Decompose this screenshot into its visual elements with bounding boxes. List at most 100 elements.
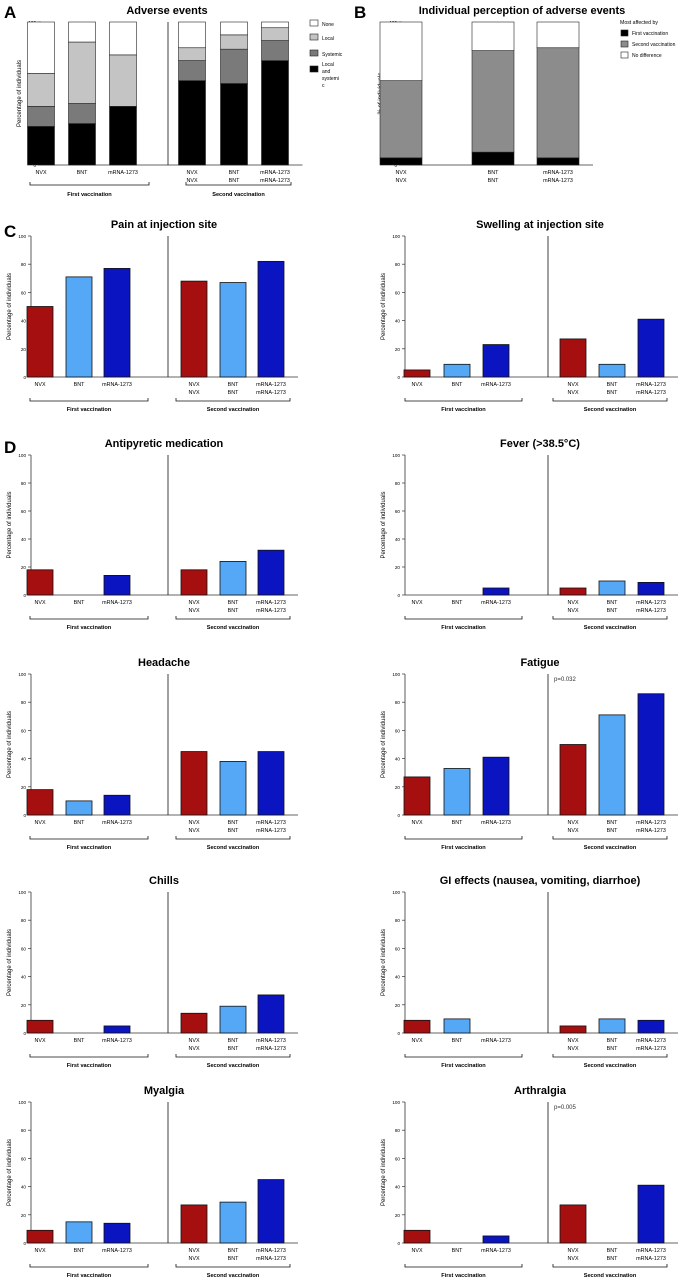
group-label: First vaccination	[441, 1273, 486, 1279]
group-label: First vaccination	[441, 625, 486, 631]
y-tick-label: 0	[23, 1241, 26, 1246]
bar	[443, 363, 471, 378]
x-tick-label: BNT	[228, 1248, 239, 1254]
y-tick-label: 20	[21, 347, 27, 352]
group-bracket	[404, 1264, 523, 1268]
stacked-bar-segment	[109, 21, 137, 56]
group-bracket	[185, 182, 292, 186]
x-tick-label: BNT	[74, 820, 85, 826]
chart-b: Individual perception of adverse events 0…	[378, 5, 676, 184]
stacked-bar-segment	[178, 80, 206, 166]
group-bracket	[552, 1054, 668, 1058]
y-tick-label: 20	[21, 565, 27, 570]
bar	[559, 744, 587, 816]
x-tick-label: BNT	[229, 170, 240, 176]
x-tick-label: NVX	[188, 390, 199, 396]
y-tick-label: 80	[21, 700, 27, 705]
y-tick-label: 80	[395, 700, 401, 705]
y-tick-label: 40	[395, 975, 401, 980]
y-axis-label: Percentage of individuals	[381, 491, 387, 558]
group-label: Second vaccination	[584, 625, 637, 631]
group-bracket	[175, 616, 291, 620]
x-tick-label: BNT	[607, 382, 618, 388]
x-tick-label: BNT	[452, 820, 463, 826]
group-label: Second vaccination	[584, 845, 637, 851]
legend-label: systemi	[322, 76, 339, 82]
x-tick-label: NVX	[411, 382, 422, 388]
x-tick-label: NVX	[188, 1256, 199, 1262]
bar	[103, 1222, 131, 1244]
x-tick-label: NVX	[188, 1248, 199, 1254]
y-tick-label: 80	[21, 1128, 27, 1133]
legend-label: Second vaccination	[632, 42, 676, 48]
y-tick-label: 60	[21, 290, 27, 295]
bar	[598, 714, 626, 816]
chart-a: Adverse events020406080100Percentage of …	[17, 5, 343, 198]
x-tick-label: NVX	[34, 600, 45, 606]
bar	[403, 1019, 431, 1034]
y-tick-label: 100	[392, 890, 400, 895]
legend-label: Local	[322, 62, 334, 68]
y-axis-label: Percentage of individuals	[381, 273, 387, 340]
bar	[103, 1025, 131, 1034]
stacked-bar-segment	[220, 34, 248, 50]
charts-layer: Adverse events 0 20 40 60 80 100 Percentage of …	[7, 5, 678, 1279]
chart-d7: Myalgia 0 20 40 60 80 100 Percentage of individ…	[7, 1085, 298, 1279]
y-tick-label: 0	[23, 593, 26, 598]
y-tick-label: 80	[21, 481, 27, 486]
bar	[26, 1229, 54, 1244]
x-tick-label: BNT	[452, 1038, 463, 1044]
group-bracket	[552, 1264, 668, 1268]
legend-swatch	[309, 65, 319, 73]
stacked-bar-segment	[220, 48, 248, 84]
y-tick-label: 0	[23, 813, 26, 818]
x-tick-label: NVX	[411, 1248, 422, 1254]
y-tick-label: 20	[395, 1213, 401, 1218]
x-tick-label: BNT	[607, 1038, 618, 1044]
group-label: Second vaccination	[207, 845, 260, 851]
y-tick-label: 80	[21, 262, 27, 267]
chart-c2: Swelling at injection site 0 20 40 60 80 100 Pe…	[381, 219, 678, 413]
bar	[65, 276, 93, 378]
panel-letter-d: D	[4, 438, 16, 457]
legend-swatch	[309, 33, 319, 41]
y-tick-label: 100	[392, 672, 400, 677]
bar	[559, 1025, 587, 1034]
group-label: Second vaccination	[207, 1273, 260, 1279]
y-tick-label: 20	[21, 1213, 27, 1218]
y-tick-label: 0	[23, 1031, 26, 1036]
y-tick-label: 40	[395, 757, 401, 762]
stacked-bar-segment	[27, 126, 55, 166]
bar	[598, 363, 626, 378]
x-tick-label: mRNA-1273	[636, 382, 666, 388]
y-tick-label: 100	[392, 1100, 400, 1105]
y-axis-label: Percentage of individuals	[7, 1139, 13, 1206]
legend-label: c	[322, 83, 325, 89]
stacked-bar-segment	[178, 47, 206, 61]
group-label: First vaccination	[67, 192, 112, 198]
x-tick-label: mRNA-1273	[481, 382, 511, 388]
chart-title: Fever (>38.5°C)	[500, 438, 580, 450]
y-tick-label: 0	[397, 813, 400, 818]
chart-title: Headache	[138, 657, 190, 669]
y-tick-label: 0	[394, 163, 397, 168]
stacked-bar-segment	[109, 106, 137, 166]
bar	[559, 338, 587, 378]
stacked-bar-segment	[68, 21, 96, 43]
x-tick-label: BNT	[74, 600, 85, 606]
x-tick-label: mRNA-1273	[256, 1046, 286, 1052]
bar	[443, 768, 471, 816]
stacked-bar-segment	[261, 21, 289, 29]
stacked-bar-segment	[471, 151, 515, 166]
group-label: First vaccination	[67, 1273, 112, 1279]
x-tick-label: mRNA-1273	[543, 178, 573, 184]
chart-d1: Antipyretic medication 0 20 40 60 80 100 Percen…	[7, 438, 298, 631]
group-bracket	[175, 836, 291, 840]
bar	[559, 587, 587, 596]
stacked-bar-segment	[536, 47, 580, 159]
legend-swatch	[309, 49, 319, 57]
y-tick-label: 0	[397, 1241, 400, 1246]
x-tick-label: NVX	[188, 1038, 199, 1044]
stacked-bar-segment	[471, 21, 515, 51]
chart-title: Pain at injection site	[111, 219, 217, 231]
